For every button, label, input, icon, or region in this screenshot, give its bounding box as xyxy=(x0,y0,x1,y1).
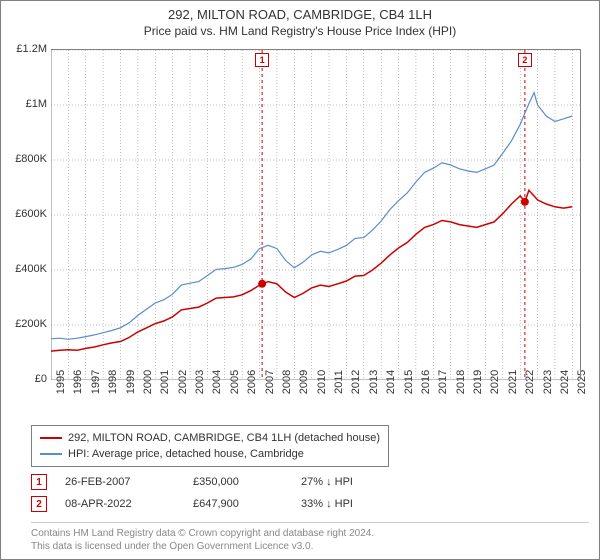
y-tick-label: £1.2M xyxy=(7,43,47,55)
y-tick-label: £0 xyxy=(7,373,47,385)
event-badge-2: 2 xyxy=(31,496,47,512)
event-marker-1: 1 xyxy=(255,53,269,67)
footer-line1: Contains HM Land Registry data © Crown c… xyxy=(31,527,589,540)
y-tick-label: £800K xyxy=(7,153,47,165)
chart-subtitle: Price paid vs. HM Land Registry's House … xyxy=(1,22,599,38)
legend-swatch-property xyxy=(40,437,62,439)
legend-label-property: 292, MILTON ROAD, CAMBRIDGE, CB4 1LH (de… xyxy=(68,432,380,444)
event-row-2: 2 08-APR-2022 £647,900 33% ↓ HPI xyxy=(31,493,411,515)
y-tick-label: £600K xyxy=(7,208,47,220)
event-badge-1: 1 xyxy=(31,474,47,490)
chart-container: 292, MILTON ROAD, CAMBRIDGE, CB4 1LH Pri… xyxy=(0,0,600,560)
event-marker-2: 2 xyxy=(518,53,532,67)
event-price-2: £647,900 xyxy=(193,498,283,510)
event-date-2: 08-APR-2022 xyxy=(65,498,175,510)
plot-area xyxy=(51,49,581,379)
legend: 292, MILTON ROAD, CAMBRIDGE, CB4 1LH (de… xyxy=(31,425,389,467)
event-date-1: 26-FEB-2007 xyxy=(65,476,175,488)
event-table: 1 26-FEB-2007 £350,000 27% ↓ HPI 2 08-AP… xyxy=(31,471,411,515)
legend-swatch-hpi xyxy=(40,453,62,455)
y-tick-label: £200K xyxy=(7,318,47,330)
legend-item-hpi: HPI: Average price, detached house, Camb… xyxy=(40,446,380,462)
y-tick-label: £400K xyxy=(7,263,47,275)
event-pct-2: 33% ↓ HPI xyxy=(301,498,411,510)
event-price-1: £350,000 xyxy=(193,476,283,488)
legend-item-property: 292, MILTON ROAD, CAMBRIDGE, CB4 1LH (de… xyxy=(40,430,380,446)
plot-svg xyxy=(51,50,581,380)
legend-label-hpi: HPI: Average price, detached house, Camb… xyxy=(68,448,304,460)
footer: Contains HM Land Registry data © Crown c… xyxy=(31,522,589,553)
chart-title: 292, MILTON ROAD, CAMBRIDGE, CB4 1LH xyxy=(1,7,599,22)
event-row-1: 1 26-FEB-2007 £350,000 27% ↓ HPI xyxy=(31,471,411,493)
y-tick-label: £1M xyxy=(7,98,47,110)
event-pct-1: 27% ↓ HPI xyxy=(301,476,411,488)
footer-line2: This data is licensed under the Open Gov… xyxy=(31,540,589,553)
chart-titles: 292, MILTON ROAD, CAMBRIDGE, CB4 1LH Pri… xyxy=(1,1,599,38)
